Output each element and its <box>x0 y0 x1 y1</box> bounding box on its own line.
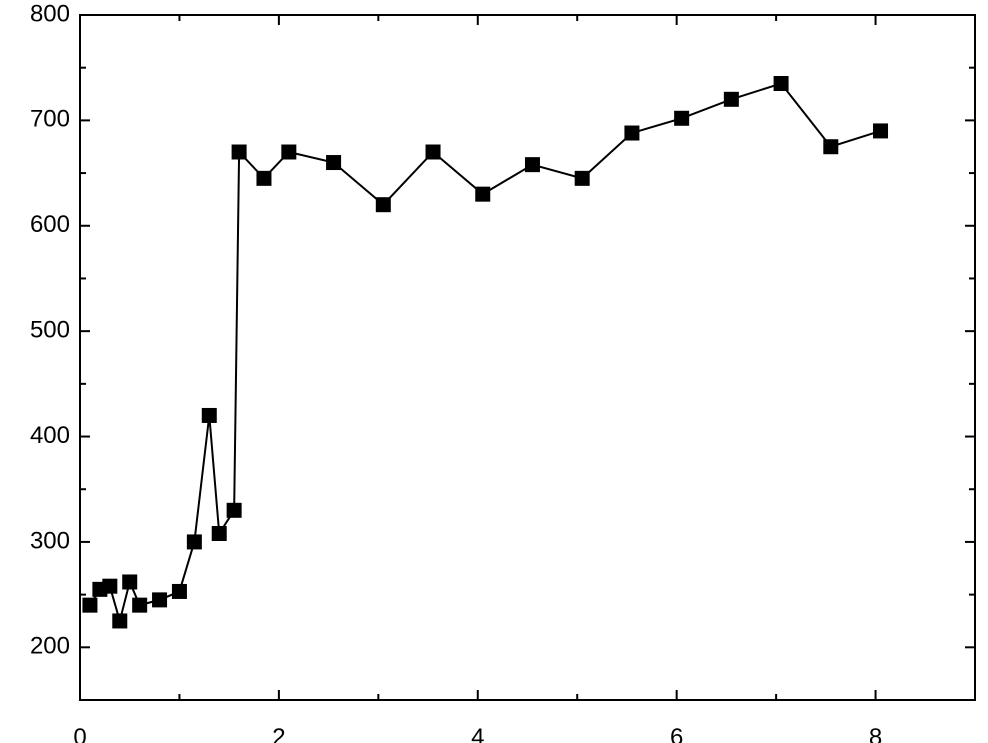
y-tick-label: 300 <box>30 527 70 554</box>
y-tick-label: 700 <box>30 106 70 133</box>
data-marker <box>426 145 440 159</box>
x-tick-label: 4 <box>471 724 484 743</box>
y-tick-label: 600 <box>30 211 70 238</box>
data-marker <box>476 187 490 201</box>
data-marker <box>123 575 137 589</box>
data-marker <box>257 171 271 185</box>
data-marker <box>212 526 226 540</box>
data-marker <box>232 145 246 159</box>
data-marker <box>282 145 296 159</box>
chart-container: 0 2 4 6 8 200 300 400 500 600 700 800 <box>0 0 988 743</box>
data-marker <box>824 140 838 154</box>
data-marker <box>83 598 97 612</box>
x-tick-label: 2 <box>272 724 285 743</box>
data-marker <box>153 593 167 607</box>
y-tick-label: 500 <box>30 316 70 343</box>
line-chart: 0 2 4 6 8 200 300 400 500 600 700 800 <box>0 0 988 743</box>
y-tick-label: 400 <box>30 422 70 449</box>
data-marker <box>625 126 639 140</box>
data-marker <box>675 111 689 125</box>
data-marker <box>575 171 589 185</box>
data-marker <box>103 579 117 593</box>
y-tick-label: 800 <box>30 0 70 27</box>
data-marker <box>113 614 127 628</box>
data-marker <box>227 503 241 517</box>
x-tick-label: 0 <box>73 724 86 743</box>
data-marker <box>774 77 788 91</box>
data-marker <box>874 124 888 138</box>
data-marker <box>376 198 390 212</box>
y-tick-label: 200 <box>30 633 70 660</box>
x-tick-label: 8 <box>869 724 882 743</box>
x-tick-label: 6 <box>670 724 683 743</box>
data-marker <box>525 158 539 172</box>
data-marker <box>133 598 147 612</box>
data-marker <box>327 156 341 170</box>
data-marker <box>187 535 201 549</box>
data-marker <box>724 92 738 106</box>
data-marker <box>202 408 216 422</box>
data-marker <box>172 584 186 598</box>
